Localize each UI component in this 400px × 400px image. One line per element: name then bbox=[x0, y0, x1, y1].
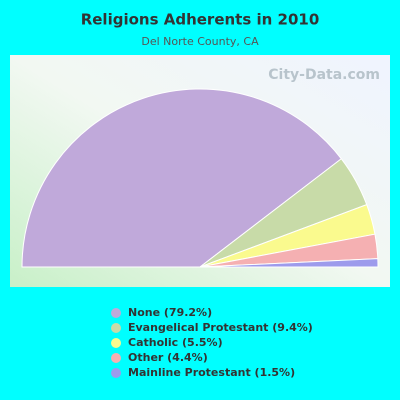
legend-marker bbox=[111, 338, 121, 348]
slice bbox=[21, 88, 343, 268]
legend-label: None (79.2%) bbox=[128, 306, 212, 319]
slice bbox=[199, 258, 379, 268]
legend-label: Other (4.4%) bbox=[128, 351, 208, 364]
legend-marker bbox=[111, 308, 121, 318]
legend-marker bbox=[111, 368, 121, 378]
legend-label: Evangelical Protestant (9.4%) bbox=[128, 321, 313, 334]
legend-label: Catholic (5.5%) bbox=[128, 336, 223, 349]
chart-title: Religions Adherents in 2010 bbox=[81, 11, 320, 29]
legend-label: Mainline Protestant (1.5%) bbox=[128, 366, 295, 379]
legend-marker bbox=[111, 353, 121, 363]
chart-subtitle: Del Norte County, CA bbox=[141, 35, 259, 48]
watermark: City-Data.com bbox=[268, 67, 380, 83]
legend-marker bbox=[111, 323, 121, 333]
